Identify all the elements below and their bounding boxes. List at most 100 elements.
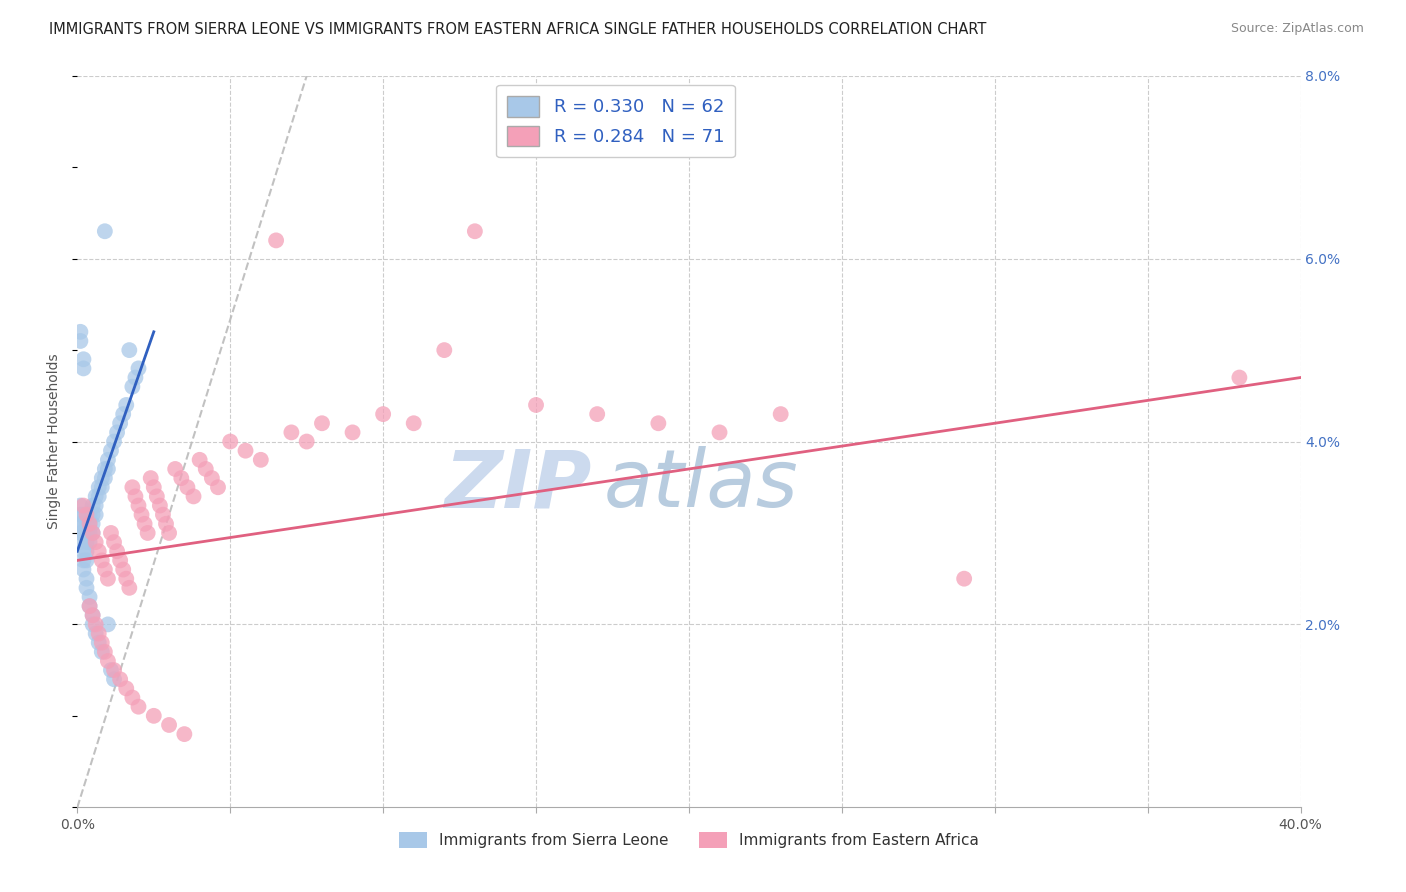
Point — [176, 480, 198, 494]
Point — [709, 425, 731, 440]
Point — [82, 526, 104, 541]
Y-axis label: Single Father Households: Single Father Households — [48, 354, 62, 529]
Point — [103, 434, 125, 449]
Point — [115, 398, 138, 412]
Point — [100, 443, 122, 458]
Point — [84, 626, 107, 640]
Point — [118, 343, 141, 358]
Point — [76, 508, 98, 522]
Point — [87, 635, 110, 649]
Point — [87, 480, 110, 494]
Point — [72, 361, 94, 376]
Point — [112, 563, 135, 577]
Point — [90, 635, 112, 649]
Point — [69, 325, 91, 339]
Point — [105, 544, 128, 558]
Point — [84, 499, 107, 513]
Point — [131, 508, 153, 522]
Point — [108, 553, 131, 567]
Point — [769, 407, 792, 421]
Point — [72, 516, 94, 531]
Point — [72, 563, 94, 577]
Point — [142, 480, 165, 494]
Point — [76, 535, 98, 549]
Point — [103, 673, 125, 687]
Point — [157, 526, 180, 541]
Point — [207, 480, 229, 494]
Point — [79, 526, 101, 541]
Point — [87, 489, 110, 503]
Point — [90, 553, 112, 567]
Point — [82, 526, 104, 541]
Point — [72, 544, 94, 558]
Point — [295, 434, 318, 449]
Point — [108, 673, 131, 687]
Point — [121, 380, 143, 394]
Point — [76, 553, 98, 567]
Point — [149, 499, 172, 513]
Text: atlas: atlas — [603, 446, 799, 524]
Point — [105, 425, 128, 440]
Point — [183, 489, 205, 503]
Point — [194, 462, 217, 476]
Point — [152, 508, 174, 522]
Point — [121, 480, 143, 494]
Point — [72, 526, 94, 541]
Point — [127, 361, 149, 376]
Point — [79, 516, 101, 531]
Point — [235, 443, 257, 458]
Point — [69, 508, 91, 522]
Point — [82, 508, 104, 522]
Point — [118, 581, 141, 595]
Point — [82, 499, 104, 513]
Point — [155, 516, 177, 531]
Text: IMMIGRANTS FROM SIERRA LEONE VS IMMIGRANTS FROM EASTERN AFRICA SINGLE FATHER HOU: IMMIGRANTS FROM SIERRA LEONE VS IMMIGRAN… — [49, 22, 987, 37]
Point — [127, 499, 149, 513]
Point — [94, 462, 117, 476]
Point — [69, 334, 91, 348]
Text: Source: ZipAtlas.com: Source: ZipAtlas.com — [1230, 22, 1364, 36]
Point — [280, 425, 302, 440]
Point — [464, 224, 486, 238]
Point — [97, 462, 120, 476]
Point — [165, 462, 187, 476]
Point — [84, 489, 107, 503]
Point — [97, 453, 120, 467]
Point — [90, 645, 112, 659]
Point — [72, 508, 94, 522]
Point — [69, 535, 91, 549]
Point — [146, 489, 169, 503]
Point — [76, 572, 98, 586]
Point — [250, 453, 273, 467]
Point — [124, 370, 146, 384]
Point — [342, 425, 364, 440]
Point — [82, 608, 104, 623]
Point — [136, 526, 159, 541]
Point — [94, 563, 117, 577]
Point — [139, 471, 162, 485]
Point — [170, 471, 193, 485]
Point — [76, 526, 98, 541]
Point — [94, 645, 117, 659]
Point — [79, 535, 101, 549]
Point — [79, 508, 101, 522]
Point — [433, 343, 456, 358]
Point — [108, 416, 131, 431]
Point — [124, 489, 146, 503]
Point — [69, 516, 91, 531]
Point — [115, 681, 138, 696]
Point — [72, 352, 94, 367]
Point — [72, 499, 94, 513]
Point — [76, 516, 98, 531]
Point — [84, 508, 107, 522]
Point — [79, 516, 101, 531]
Point — [103, 663, 125, 677]
Point — [79, 599, 101, 614]
Point — [72, 553, 94, 567]
Point — [97, 572, 120, 586]
Point — [79, 599, 101, 614]
Point — [94, 471, 117, 485]
Point — [82, 608, 104, 623]
Point — [188, 453, 211, 467]
Point — [311, 416, 333, 431]
